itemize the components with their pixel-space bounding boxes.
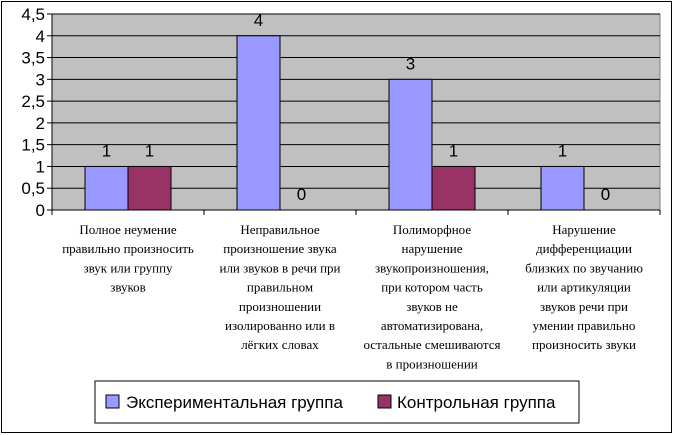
bar-control xyxy=(127,165,172,211)
axes: 0 0,5 1 1,5 2 2,5 3 3,5 4 4,5 xyxy=(21,5,661,220)
y-tick-label: 2 xyxy=(36,114,45,133)
bar-experimental xyxy=(84,165,129,211)
legend-swatch-control xyxy=(377,394,392,409)
bar-control xyxy=(431,165,476,211)
category-label: Полное неумение правильно произносить звук… xyxy=(62,222,194,295)
y-tick-label: 0,5 xyxy=(21,179,45,198)
category-labels: Полное неумение правильно произносить звук… xyxy=(62,222,643,371)
bar-experimental xyxy=(540,165,585,211)
data-labels: 1 4 3 1 1 0 1 0 xyxy=(102,11,610,204)
y-tick-label: 2,5 xyxy=(21,92,45,111)
bar-experimental xyxy=(236,35,281,211)
data-label: 1 xyxy=(449,141,458,160)
bar-experimental xyxy=(388,78,433,211)
legend: Экспериментальная группа Контрольная гру… xyxy=(94,380,580,424)
y-tick-label: 1,5 xyxy=(21,136,45,155)
data-label: 1 xyxy=(102,141,111,160)
y-tick-label: 3,5 xyxy=(21,49,45,68)
y-tick-label: 0 xyxy=(36,201,45,220)
category-label: Нарушение дифференциации близких по звучан… xyxy=(525,222,643,352)
category-label: Полиморфное нарушение звукопроизношения, пр… xyxy=(363,222,500,371)
y-tick-label: 1 xyxy=(36,157,45,176)
data-label: 0 xyxy=(297,185,306,204)
data-label: 3 xyxy=(406,54,415,73)
legend-swatch-experimental xyxy=(105,394,120,409)
y-tick-label: 4 xyxy=(36,27,45,46)
y-tick-label: 3 xyxy=(36,70,45,89)
data-label: 0 xyxy=(601,185,610,204)
legend-box xyxy=(94,380,580,424)
bars xyxy=(84,35,585,211)
y-tick-label: 4,5 xyxy=(21,5,45,24)
legend-label-experimental: Экспериментальная группа xyxy=(126,393,343,412)
data-label: 1 xyxy=(558,141,567,160)
category-label: Неправильное произношение звука или звуков… xyxy=(219,222,340,352)
legend-label-control: Контрольная группа xyxy=(397,393,556,412)
data-label: 1 xyxy=(145,141,154,160)
data-label: 4 xyxy=(254,11,263,30)
